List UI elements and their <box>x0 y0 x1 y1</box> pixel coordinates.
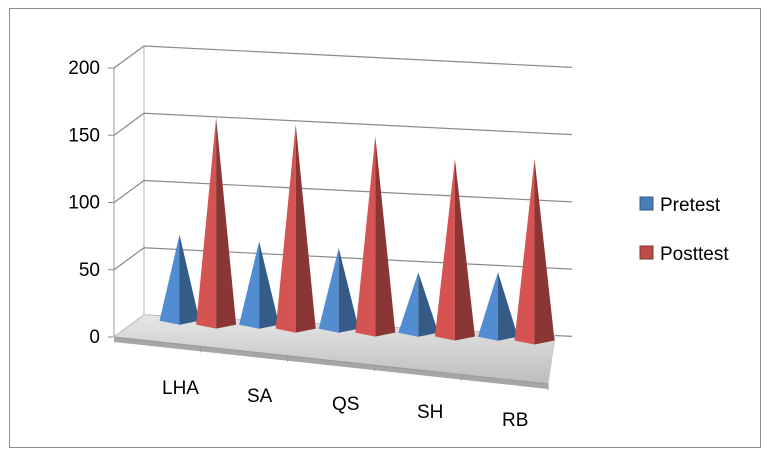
cone-face-left <box>318 248 339 333</box>
cone-face-left <box>477 272 498 341</box>
cone-face-left <box>196 117 217 329</box>
gridline-side <box>113 180 145 203</box>
gridline <box>143 179 573 203</box>
x-tick-label: QS <box>332 394 359 415</box>
cone-face-right <box>375 136 396 337</box>
cone-face-right <box>497 272 518 341</box>
cone-marks <box>159 117 555 345</box>
legend-swatch-posttest <box>639 245 654 260</box>
gridline-side <box>113 247 145 271</box>
cone-face-left <box>239 241 260 329</box>
cone-posttest-qs <box>355 136 396 337</box>
cone-face-right <box>534 158 555 345</box>
cone-face-left <box>275 124 296 333</box>
cone-posttest-sh <box>434 159 475 341</box>
cone-posttest-rb <box>514 158 555 345</box>
y-axis-ticks: 0 50 100 150 200 <box>68 58 114 348</box>
legend-label-posttest: Posttest <box>660 244 729 265</box>
x-tick-label: RB <box>502 410 528 431</box>
floor-front-edge <box>114 337 548 389</box>
x-axis-line <box>113 336 549 385</box>
y-tick-label: 200 <box>68 58 100 79</box>
y-tick-label: 50 <box>79 260 100 281</box>
y-tick-label: 0 <box>89 327 100 348</box>
cone-posttest-sa <box>275 124 316 333</box>
gridline-side <box>113 112 145 136</box>
cone-pretest-rb <box>477 272 518 341</box>
cone-pretest-sa <box>239 241 280 329</box>
gridline <box>143 112 573 136</box>
cone-face-left <box>434 159 455 341</box>
cone-face-right <box>454 159 475 341</box>
cone-face-left <box>398 272 419 337</box>
cone-face-right <box>418 272 439 337</box>
cone-face-right <box>216 117 237 329</box>
y-tick-label: 100 <box>68 193 100 214</box>
cone-face-left <box>514 158 535 345</box>
legend: Pretest Posttest <box>639 195 729 265</box>
gridline-side <box>113 45 145 69</box>
chart-frame: 0 50 100 150 200 LHA SA QS SH RB Pretest Posttest <box>9 8 761 448</box>
cone-face-right <box>179 234 200 325</box>
y-tick-label: 150 <box>68 125 100 146</box>
x-tick-label: LHA <box>162 378 199 399</box>
gridline <box>143 45 573 68</box>
legend-swatch-pretest <box>639 196 654 211</box>
cone-pretest-qs <box>318 248 359 333</box>
chart-svg: 0 50 100 150 200 LHA SA QS SH RB Pretest Posttest <box>68 45 729 431</box>
cone-face-left <box>159 234 180 325</box>
cone-face-right <box>295 124 316 333</box>
cone-face-right <box>338 248 359 333</box>
cone-pretest-sh <box>398 272 439 337</box>
x-axis-labels: LHA SA QS SH RB <box>113 336 549 431</box>
cone-posttest-lha <box>196 117 237 329</box>
x-tick-label: SA <box>247 386 273 407</box>
cone-pretest-lha <box>159 234 200 325</box>
legend-label-pretest: Pretest <box>660 195 721 216</box>
cone-face-left <box>355 136 376 337</box>
cone-face-right <box>259 241 280 329</box>
x-tick-label: SH <box>417 402 443 423</box>
